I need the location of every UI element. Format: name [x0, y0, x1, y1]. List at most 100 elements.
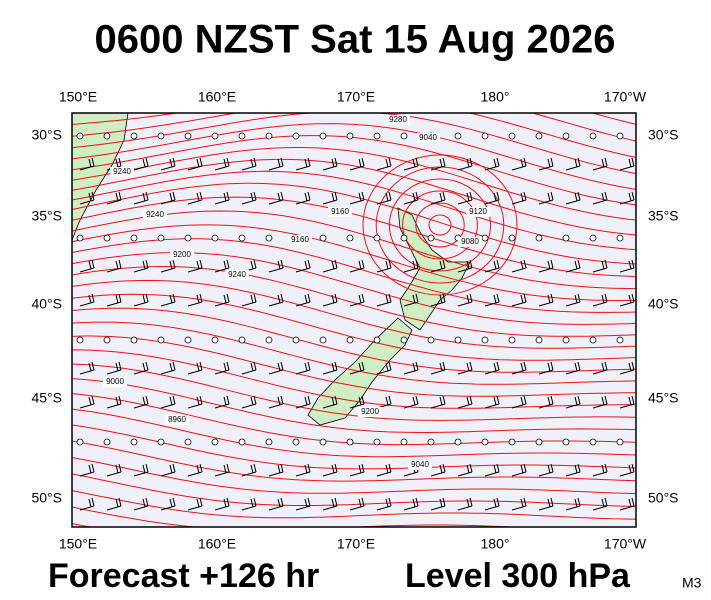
- barb-shaft: [376, 301, 392, 307]
- barb-flag: [601, 192, 605, 202]
- title: 0600 NZST Sat 15 Aug 2026: [95, 18, 616, 62]
- calm-station: [211, 438, 219, 446]
- barb-flag: [547, 294, 551, 304]
- calm-station: [427, 438, 435, 446]
- barb-flag: [145, 293, 149, 303]
- barb-flag: [223, 158, 227, 168]
- barb-flag: [520, 498, 524, 508]
- barb-shaft: [295, 165, 311, 171]
- barb-flag: [172, 157, 176, 167]
- barb-shaft: [430, 505, 446, 511]
- calm-station: [427, 336, 435, 344]
- barb-flag: [142, 498, 146, 508]
- barb-shaft: [430, 403, 446, 409]
- barb-flag: [604, 463, 608, 473]
- barb-flag: [172, 293, 176, 303]
- barb-flag: [91, 463, 95, 473]
- barb-flag: [88, 192, 92, 202]
- barb-shaft: [619, 369, 635, 375]
- contour: [72, 321, 636, 385]
- level-label: Level 300 hPa: [405, 557, 631, 595]
- barb-shaft: [430, 471, 446, 477]
- barb-flag: [277, 396, 281, 406]
- barb-shaft: [349, 369, 365, 375]
- contour-label-box: [458, 237, 482, 247]
- barb-flag: [172, 463, 176, 473]
- barb-flag: [601, 260, 605, 270]
- barb-flag: [358, 294, 362, 304]
- calm-station: [508, 336, 516, 344]
- barb-flag: [388, 463, 392, 473]
- barb-shaft: [457, 403, 473, 409]
- barb-flag: [118, 191, 122, 201]
- barb-shaft: [457, 165, 473, 171]
- barb-flag: [223, 362, 227, 372]
- lon-label-bottom: 180°: [481, 536, 510, 552]
- barb-flag: [604, 191, 608, 201]
- barb-flag: [385, 464, 389, 474]
- lat-label-right: 35°S: [648, 208, 679, 224]
- barb-shaft: [79, 165, 95, 171]
- barb-flag: [169, 158, 173, 168]
- barb-flag: [226, 497, 230, 507]
- barb-flag: [277, 362, 281, 372]
- barb-flag: [145, 395, 149, 405]
- calm-station: [481, 234, 489, 242]
- barb-shaft: [322, 471, 338, 477]
- barb-flag: [331, 362, 335, 372]
- barb-flag: [388, 191, 392, 201]
- barb-shaft: [592, 165, 608, 171]
- barb-shaft: [403, 199, 419, 205]
- barb-shaft: [295, 369, 311, 375]
- barb-flag: [145, 157, 149, 167]
- barb-flag: [280, 395, 284, 405]
- barb-flag: [142, 362, 146, 372]
- barb-shaft: [187, 471, 203, 477]
- barb-flag: [577, 293, 581, 303]
- barb-flag: [253, 463, 257, 473]
- calm-station: [346, 132, 354, 140]
- barb-shaft: [214, 505, 230, 511]
- barb-shaft: [214, 301, 230, 307]
- barb-flag: [442, 361, 446, 371]
- barb-flag: [577, 361, 581, 371]
- barb-shaft: [214, 267, 230, 273]
- contour-label-box: [466, 207, 490, 217]
- barb-shaft: [619, 165, 635, 171]
- barb-flag: [334, 497, 338, 507]
- barb-shaft: [160, 471, 176, 477]
- barb-shaft: [187, 505, 203, 511]
- barb-flag: [304, 464, 308, 474]
- barb-flag: [412, 498, 416, 508]
- contour: [72, 113, 636, 158]
- barb-flag: [604, 497, 608, 507]
- barb-flag: [253, 361, 257, 371]
- barb-flag: [307, 259, 311, 269]
- barb-shaft: [484, 267, 500, 273]
- barb-flag: [196, 158, 200, 168]
- barb-flag: [145, 191, 149, 201]
- barb-flag: [226, 157, 230, 167]
- barb-shaft: [565, 165, 581, 171]
- barb-flag: [304, 158, 308, 168]
- barb-flag: [226, 293, 230, 303]
- barb-shaft: [133, 165, 149, 171]
- contour-label-box: [386, 115, 410, 125]
- land-north-island: [397, 207, 471, 331]
- contour-label-box: [288, 235, 312, 245]
- contour: [72, 363, 636, 421]
- barb-shaft: [565, 505, 581, 511]
- barb-shaft: [268, 199, 284, 205]
- barb-flag: [304, 260, 308, 270]
- contour-label-box: [143, 210, 167, 220]
- barb-flag: [226, 259, 230, 269]
- calm-station: [157, 234, 165, 242]
- calm-station: [373, 132, 381, 140]
- calm-station: [562, 132, 570, 140]
- barb-shaft: [619, 505, 635, 511]
- barb-flag: [196, 362, 200, 372]
- axis-labels: 150°E 150°E 160°E 160°E 170°E 170°E 180° 180° 17…: [31, 89, 678, 552]
- barb-flag: [469, 497, 473, 507]
- calm-station: [76, 132, 84, 140]
